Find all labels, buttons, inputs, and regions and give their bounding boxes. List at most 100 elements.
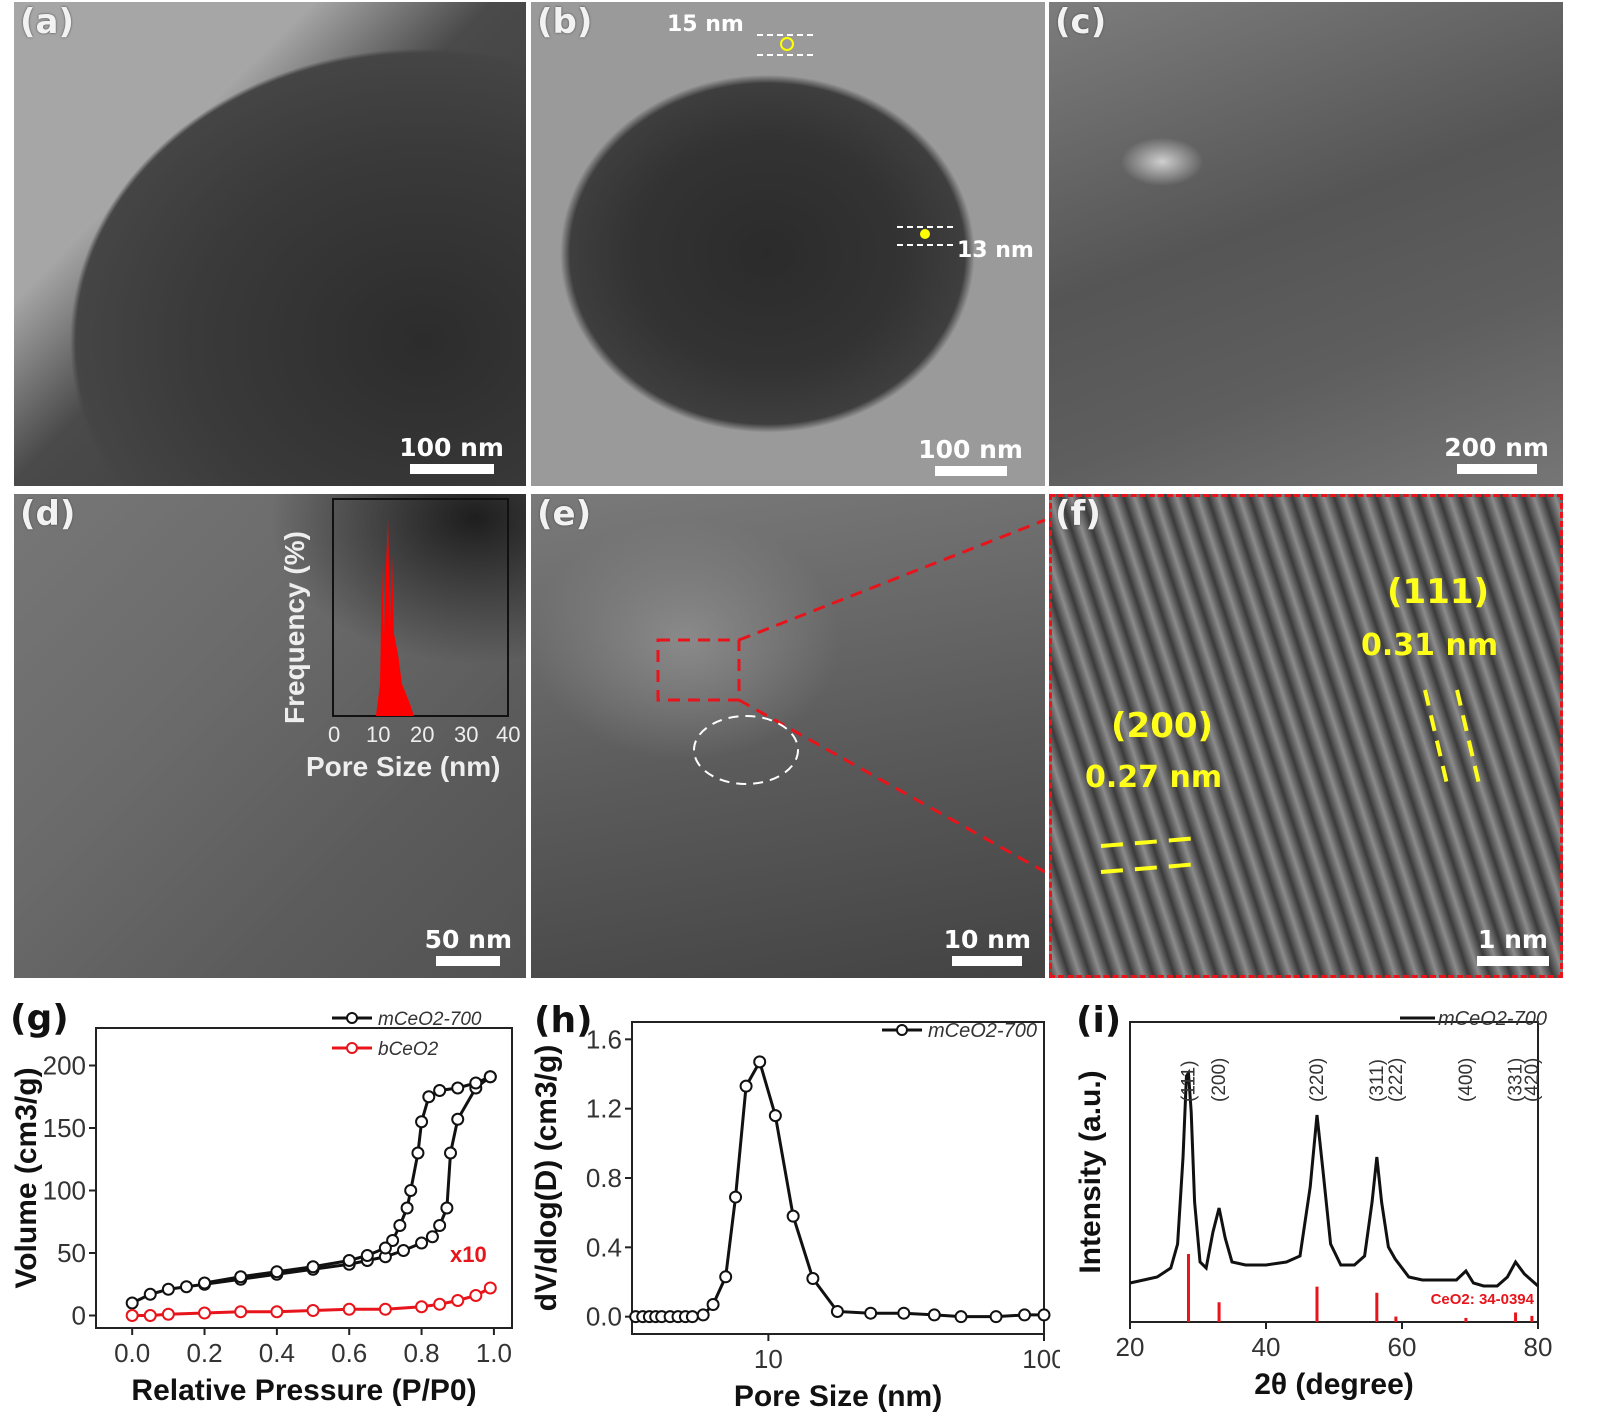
data-marker	[433, 1219, 447, 1232]
x-axis-label: Relative Pressure (P/P0)	[131, 1374, 476, 1407]
y-tick-label: 0	[72, 1301, 86, 1331]
x-tick-label: 0.8	[403, 1338, 439, 1368]
data-marker	[440, 1201, 454, 1215]
series-line	[1129, 1068, 1539, 1288]
y-tick-label: 150	[43, 1113, 86, 1143]
lattice-plane-label: (200)	[1111, 706, 1214, 746]
scale-bar-label: 100 nm	[918, 435, 1023, 464]
peak-hkl-label: (311)	[1367, 1059, 1388, 1102]
xrd-plot: 20 40 60 80 2θ (degree) Intensity (a.u.) CeO2:…	[1074, 1008, 1553, 1401]
data-marker	[234, 1305, 248, 1319]
data-marker	[125, 1309, 139, 1322]
legend-marker-icon	[896, 1024, 908, 1036]
data-marker	[864, 1306, 878, 1320]
panel-d-tem-image: (d) 0 10 20 30 40 Pore Size (nm) Frequen…	[14, 494, 526, 978]
scale-bar: 100 nm	[918, 435, 1023, 476]
data-marker	[386, 1234, 400, 1247]
data-marker	[897, 1306, 911, 1320]
data-marker	[1018, 1308, 1032, 1322]
data-marker	[393, 1219, 407, 1232]
data-marker	[954, 1310, 968, 1324]
data-marker	[234, 1270, 248, 1284]
data-marker	[483, 1070, 497, 1084]
data-marker	[768, 1109, 782, 1123]
x-tick-label: 60	[1388, 1332, 1417, 1362]
series-line	[635, 1058, 1044, 1319]
scale-bar-label: 50 nm	[424, 925, 512, 954]
legend-label: mCeO2-700	[378, 1009, 482, 1030]
inset-xtick: 30	[454, 722, 478, 747]
y-tick-label: 0.0	[586, 1302, 622, 1332]
lattice-plane-label: (111)	[1387, 572, 1490, 612]
data-marker	[830, 1304, 844, 1318]
data-marker	[415, 1236, 429, 1250]
panel-label: (c)	[1055, 2, 1107, 42]
scale-bar-label: 100 nm	[399, 433, 504, 462]
y-tick-label: 0.4	[586, 1232, 622, 1262]
data-marker	[685, 1310, 699, 1324]
plot-frame	[631, 1021, 1045, 1335]
data-marker	[451, 1081, 465, 1095]
data-marker	[469, 1076, 483, 1090]
data-marker	[425, 1230, 439, 1244]
panel-label: (i)	[1076, 1000, 1122, 1041]
data-marker	[729, 1190, 743, 1204]
x-axis-label: 2θ (degree)	[1254, 1368, 1414, 1401]
data-marker	[719, 1270, 733, 1284]
legend-marker-icon	[346, 1012, 358, 1024]
data-marker	[125, 1296, 139, 1310]
data-marker	[433, 1297, 447, 1311]
peak-hkl-label: (420)	[1522, 1058, 1543, 1102]
data-marker	[378, 1241, 392, 1255]
inset-ylabel: Frequency (%)	[279, 531, 310, 724]
pore-distribution-plot: 10 100 0.0 0.4 0.8 1.2 1.6 Pore Size (nm) dV/dlo…	[530, 1020, 1060, 1413]
x-tick-label: 0.2	[186, 1338, 222, 1368]
data-marker	[483, 1281, 497, 1295]
y-tick-label: 1.2	[586, 1094, 622, 1124]
reference-label: CeO2: 34-0394	[1431, 1291, 1535, 1308]
panel-label: (g)	[10, 998, 69, 1039]
x-tick-label: 0.4	[259, 1338, 295, 1368]
panel-label: (f)	[1055, 494, 1101, 534]
pore-size-histogram-inset: 0 10 20 30 40 Pore Size (nm) Frequency (…	[279, 498, 520, 782]
plot-frame	[95, 1027, 513, 1329]
scale-bar: 1 nm	[1477, 925, 1549, 966]
data-marker	[444, 1146, 458, 1160]
data-marker	[270, 1305, 284, 1319]
inset-xtick: 10	[366, 722, 390, 747]
data-marker	[378, 1302, 392, 1316]
lattice-spacing-label: 0.27 nm	[1085, 760, 1223, 795]
y-tick-label: 100	[43, 1176, 86, 1206]
scale-bar-label: 200 nm	[1444, 433, 1549, 462]
data-marker	[161, 1307, 175, 1321]
pore-annotation-13nm: 13 nm	[957, 238, 1034, 263]
x-tick-label: 80	[1524, 1332, 1553, 1362]
data-marker	[451, 1112, 465, 1126]
panel-label: (e)	[537, 494, 592, 534]
panel-i-xrd-chart: (i) 20 40 60 80 2θ (degree) Intensity (a.u.) C…	[1050, 990, 1600, 1427]
scale-bar-label: 10 nm	[943, 925, 1031, 954]
scale-bar-label: 1 nm	[1478, 925, 1548, 954]
lattice-fringe-markers	[1100, 689, 1481, 874]
scale-bar-line	[952, 956, 1023, 966]
pore-marker-icon	[897, 226, 953, 246]
scale-bar-line	[1477, 956, 1549, 966]
pore-marker-dot-icon	[780, 37, 794, 51]
zoom-region-overlay	[656, 518, 1045, 874]
data-marker	[786, 1209, 800, 1223]
legend-label: mCeO2-700	[928, 1020, 1037, 1042]
y-tick-label: 0.8	[586, 1163, 622, 1193]
legend-label: bCeO2	[378, 1039, 439, 1060]
peak-hkl-label: (111)	[1178, 1060, 1199, 1102]
data-marker	[451, 1294, 465, 1307]
data-marker	[179, 1280, 193, 1294]
y-axis-label: Intensity (a.u.)	[1074, 1070, 1107, 1273]
data-marker	[739, 1079, 753, 1093]
data-marker	[342, 1254, 356, 1267]
data-marker	[706, 1298, 720, 1312]
scale-bar-line	[409, 464, 494, 474]
inset-xtick: 0	[328, 722, 340, 747]
inset-xlabel: Pore Size (nm)	[306, 751, 500, 782]
panel-label: (d)	[20, 494, 76, 534]
data-marker	[161, 1282, 175, 1296]
